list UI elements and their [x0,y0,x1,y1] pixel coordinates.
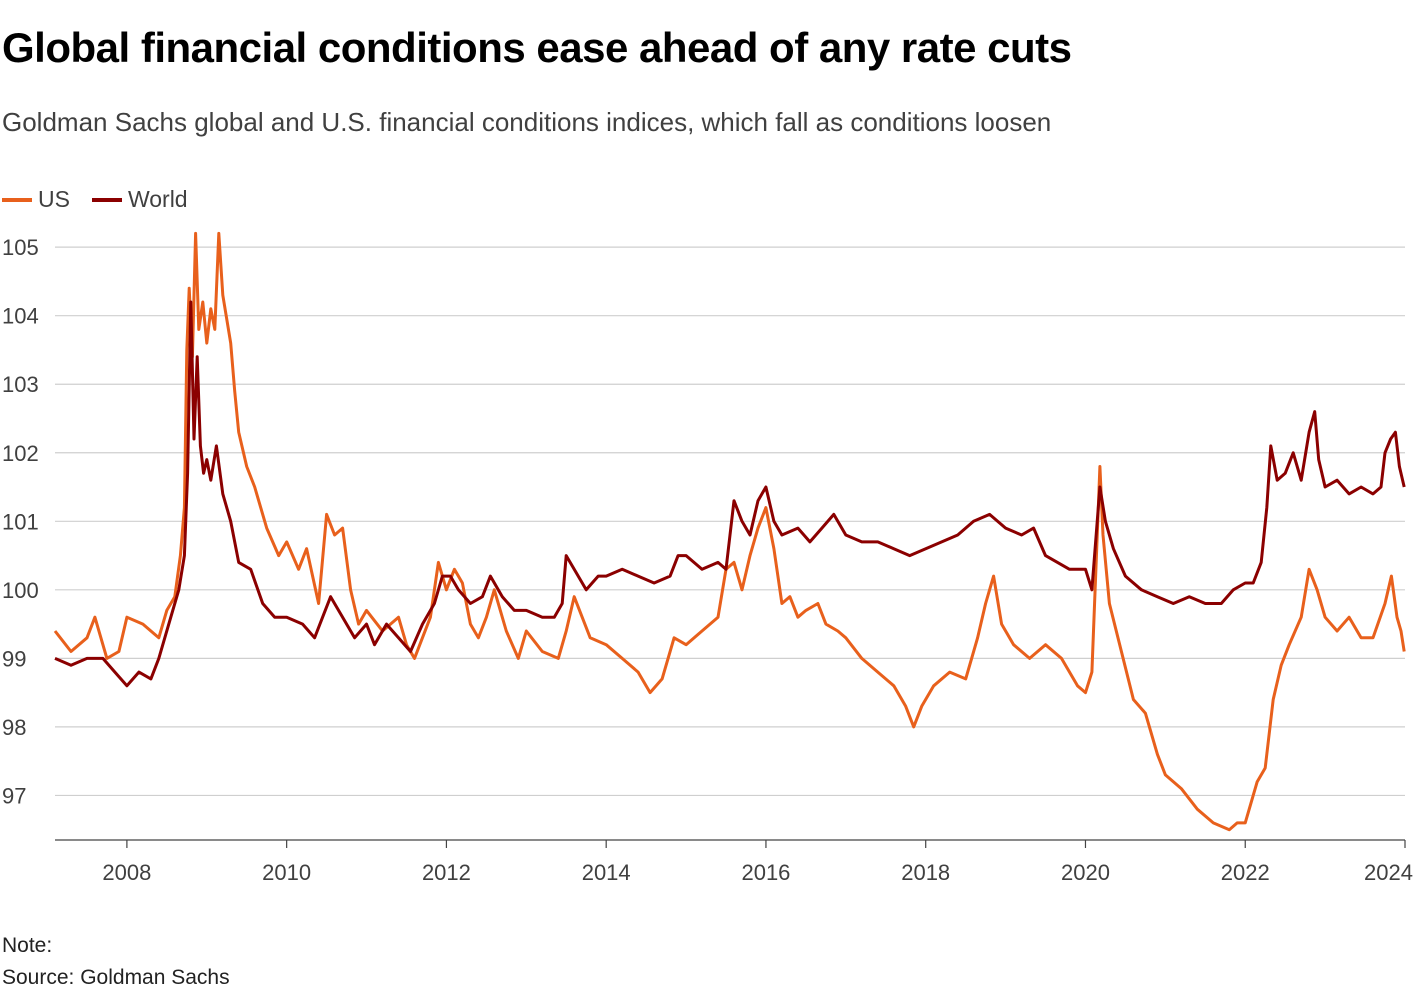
chart-title: Global financial conditions ease ahead o… [2,24,1072,71]
legend-swatch-us [2,197,32,202]
y-tick-label-102: 102 [2,441,39,466]
legend-item-us: US [2,186,70,213]
x-axis: 2008 2010 2012 2014 2016 2018 2020 2022 2024 [55,839,1413,885]
chart-subtitle: Goldman Sachs global and U.S. financial … [2,107,1052,137]
grid [55,246,1405,797]
y-tick-label-105: 105 [2,235,39,260]
legend-label-world: World [127,186,188,212]
legend-item-world: World [91,186,188,213]
chart-source: Source: Goldman Sachs [2,966,230,989]
x-tick-label-2008: 2008 [102,860,151,885]
y-tick-label-97: 97 [2,783,26,808]
x-tick-label-2018: 2018 [901,860,950,885]
series-lines [53,231,1406,832]
x-tick-label-2024: 2024 [1364,860,1413,885]
x-tick-label-2016: 2016 [741,860,790,885]
x-tick-label-2020: 2020 [1061,860,1110,885]
chart-note: Note: [2,934,53,957]
x-tick-label-2012: 2012 [422,860,471,885]
y-tick-label-98: 98 [2,715,26,740]
y-tick-label-101: 101 [2,509,39,534]
y-tick-label-103: 103 [2,372,39,397]
x-tick-label-2022: 2022 [1221,860,1270,885]
legend: US World [2,186,210,213]
x-tick-label-2010: 2010 [262,860,311,885]
y-tick-label-99: 99 [2,646,26,671]
line-chart: 97 98 99 100 101 102 103 104 105 2008 2010 2012 201… [2,231,1413,885]
y-axis: 97 98 99 100 101 102 103 104 105 [2,235,39,808]
legend-label-us: US [38,186,70,212]
series-line-world [54,300,1406,688]
y-tick-label-100: 100 [2,578,39,603]
legend-swatch-world [91,197,122,202]
series-line-us [53,231,1406,832]
y-tick-label-104: 104 [2,304,39,329]
x-tick-label-2014: 2014 [582,860,631,885]
